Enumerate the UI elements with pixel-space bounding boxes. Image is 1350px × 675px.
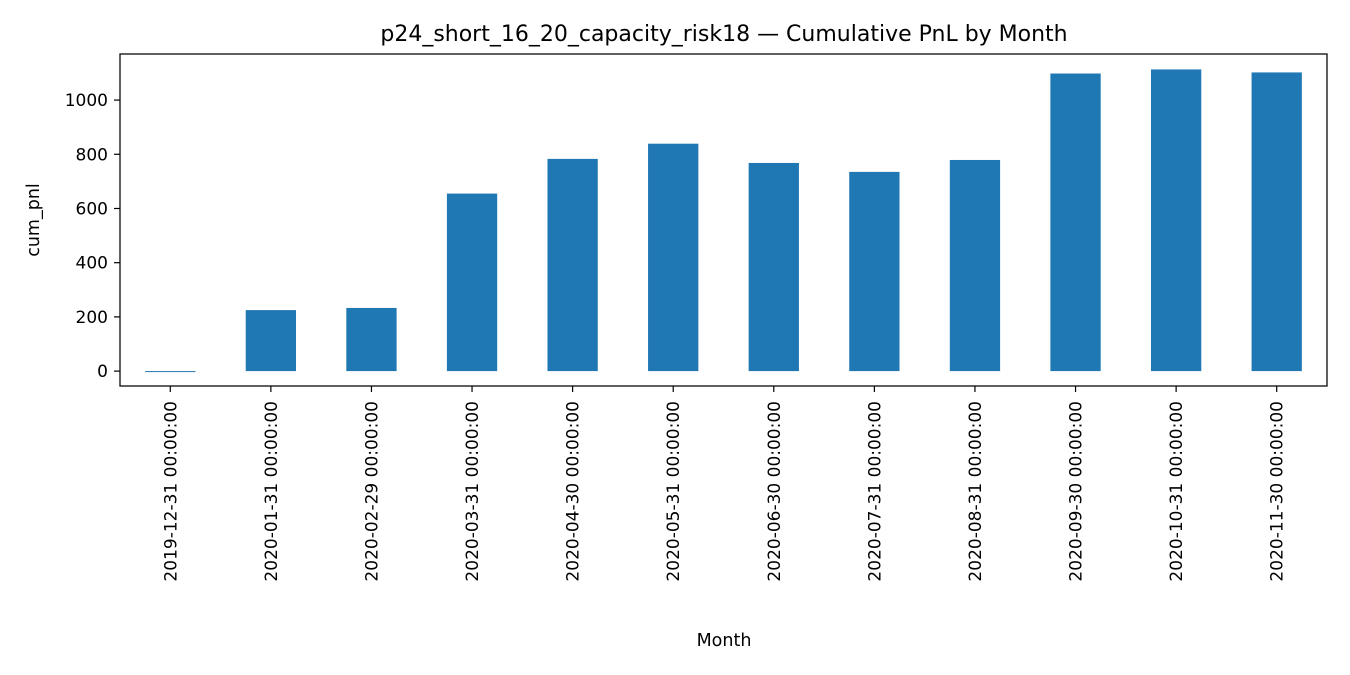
bar-10: [1150, 69, 1202, 372]
bar-5: [648, 143, 699, 372]
y-tick-label: 800: [76, 145, 108, 165]
x-axis: 2019-12-31 00:00:00 2020-01-31 00:00:00 20…: [161, 386, 1288, 582]
x-tick-label: 2020-04-30 00:00:00: [564, 401, 584, 582]
y-tick-label: 1000: [65, 91, 108, 111]
x-tick-label: 2020-02-29 00:00:00: [362, 401, 382, 582]
bar-11: [1251, 72, 1302, 372]
bar-9: [1050, 73, 1101, 372]
bars-group: [145, 69, 1302, 373]
x-tick-label: 2020-01-31 00:00:00: [262, 401, 282, 582]
bar-6: [748, 162, 799, 372]
x-axis-label: Month: [697, 631, 752, 651]
bar-0: [145, 371, 196, 373]
y-tick-label: 400: [76, 254, 108, 274]
x-tick-label: 2020-09-30 00:00:00: [1067, 401, 1087, 582]
y-tick-label: 600: [76, 199, 108, 219]
y-tick-label: 200: [76, 308, 108, 328]
bar-3: [446, 193, 498, 372]
x-tick-label: 2020-03-31 00:00:00: [463, 401, 483, 582]
x-tick-label: 2020-07-31 00:00:00: [865, 401, 885, 582]
x-tick-label: 2020-05-31 00:00:00: [664, 401, 684, 582]
chart-title: p24_short_16_20_capacity_risk18 — Cumula…: [380, 22, 1067, 47]
x-tick-label: 2020-11-30 00:00:00: [1268, 401, 1288, 582]
bar-8: [949, 159, 1001, 372]
bar-4: [547, 158, 598, 372]
y-tick-label: 0: [97, 362, 108, 382]
bar-1: [245, 310, 297, 372]
x-tick-label: 2020-10-31 00:00:00: [1167, 401, 1187, 582]
x-tick-label: 2020-06-30 00:00:00: [765, 401, 785, 582]
y-axis: 0 200 400 600 800 1000: [65, 91, 120, 382]
bar-7: [849, 171, 900, 372]
x-tick-label: 2020-08-31 00:00:00: [966, 401, 986, 582]
plot-frame: [119, 53, 1328, 387]
x-tick-label: 2019-12-31 00:00:00: [161, 401, 181, 582]
y-axis-label: cum_pnl: [24, 183, 44, 257]
bar-2: [346, 307, 397, 372]
